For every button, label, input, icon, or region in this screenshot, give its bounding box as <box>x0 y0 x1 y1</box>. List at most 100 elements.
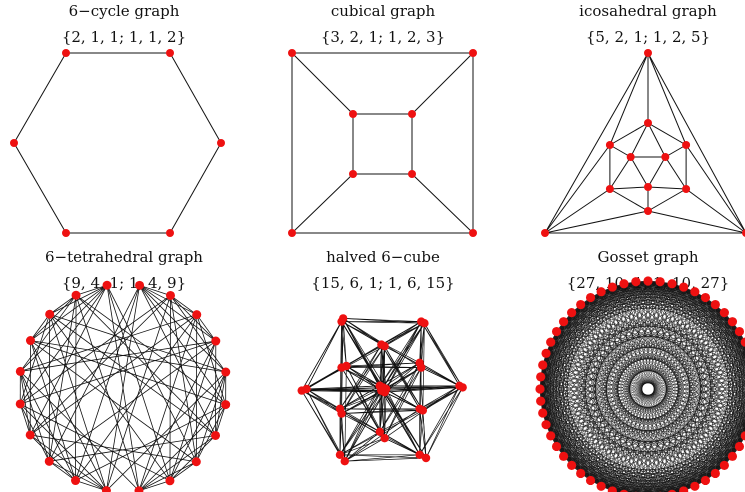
graph-edge <box>662 342 745 492</box>
graph-edge <box>544 52 649 234</box>
graph-edge <box>609 188 649 212</box>
graph-edge <box>106 295 171 491</box>
graph-edge <box>344 390 382 462</box>
graph-edge <box>379 321 422 386</box>
graph-vertex <box>101 486 111 492</box>
graph-edge <box>600 291 613 491</box>
graph-vertex <box>165 476 175 486</box>
graph-edge <box>20 403 171 482</box>
graph-vertex <box>337 409 346 418</box>
graph-vertex <box>408 170 416 178</box>
graph-edge <box>419 385 460 455</box>
graph-edge <box>590 291 602 481</box>
graph-edge <box>609 156 632 190</box>
graph-vertex <box>221 367 231 377</box>
graph-edge <box>590 297 602 487</box>
graph-vertex <box>375 427 384 436</box>
graph-edge <box>30 284 108 341</box>
graph-vertex <box>166 229 174 237</box>
graph-edge <box>550 435 684 492</box>
graph-vertex <box>349 110 357 118</box>
graph-edge <box>545 291 602 354</box>
graph-edge <box>215 371 227 436</box>
graph-edge <box>170 295 197 462</box>
graph-title: icosahedral graph <box>579 2 717 20</box>
vertices <box>535 276 745 492</box>
graph-edge <box>539 281 637 390</box>
graph-vertex <box>420 319 429 328</box>
graph-edge <box>647 122 687 146</box>
graph-vertex <box>25 430 35 440</box>
panel-6-tetrahedral-graph: 6−tetrahedral graph {9, 4, 1; 1, 4, 9} <box>0 246 248 492</box>
graph-edge <box>169 142 222 234</box>
graph-edge <box>19 403 50 462</box>
graph-edge <box>685 188 745 233</box>
graph-edge <box>215 404 227 436</box>
edges <box>19 284 227 492</box>
graph-edge <box>341 367 380 387</box>
graph-vertex <box>538 360 548 370</box>
graph-edge <box>540 283 673 402</box>
graph-vertex <box>700 292 711 303</box>
graph-edge <box>49 284 108 315</box>
graph-vertex <box>338 314 348 323</box>
graph-edge <box>49 314 107 491</box>
graph-vertex <box>340 457 349 466</box>
graph-edge <box>49 460 107 492</box>
graph-edge <box>563 321 613 492</box>
graph-edge <box>75 295 77 481</box>
graph-edge <box>169 461 197 482</box>
graph-edge <box>106 285 140 491</box>
graph-edge <box>30 340 226 405</box>
graph-edge <box>344 437 385 462</box>
graph-edge <box>563 321 745 353</box>
intersection-array: {9, 4, 1; 1, 4, 9} <box>61 274 187 292</box>
graph-vertex <box>541 348 551 358</box>
graph-edge <box>306 388 342 414</box>
graph-edge <box>630 156 649 188</box>
graph-edge <box>647 156 666 188</box>
graph-vertex <box>679 282 689 292</box>
graph-edge <box>75 480 107 492</box>
graph-edge <box>384 388 387 439</box>
graph-edge <box>306 318 344 390</box>
graph-edge <box>339 437 385 456</box>
graph-edge <box>540 376 695 487</box>
graph-vertex <box>541 229 549 237</box>
graph-edge <box>590 297 624 492</box>
graph-vertex <box>546 337 556 347</box>
graph-vertex <box>25 336 35 346</box>
graph-vertex <box>727 451 738 461</box>
graph-vertex <box>734 326 745 337</box>
graph-vertex <box>15 366 25 376</box>
edges <box>544 52 745 234</box>
graph-edge <box>382 362 420 388</box>
graph-vertex <box>644 119 652 127</box>
graph-vertex <box>551 326 562 337</box>
graph-edge <box>556 331 581 474</box>
graph-edge <box>341 321 382 345</box>
graph-vertex <box>567 308 577 318</box>
graph-edge <box>301 387 384 391</box>
graph-edge <box>19 371 31 436</box>
graph-edge <box>563 321 658 492</box>
graph-edge <box>612 286 745 436</box>
graph-edge <box>301 318 344 391</box>
graph-edge <box>169 52 222 144</box>
graph-edge <box>342 318 347 367</box>
graph-edge <box>580 304 745 353</box>
graph-edge <box>542 291 602 414</box>
graph-edge <box>556 331 646 492</box>
graph-edge <box>49 461 76 481</box>
graph-edge <box>306 385 380 390</box>
graph-edge <box>139 285 217 342</box>
graph-edge <box>590 283 625 298</box>
graph-vertex <box>596 287 606 297</box>
graph-edge <box>20 284 108 372</box>
graph-edge <box>539 286 684 390</box>
graph-edge <box>635 281 716 305</box>
graph-edge <box>635 281 725 313</box>
graph-edge <box>590 297 745 408</box>
graph-edge <box>540 400 695 487</box>
graph-vertex <box>211 430 221 440</box>
